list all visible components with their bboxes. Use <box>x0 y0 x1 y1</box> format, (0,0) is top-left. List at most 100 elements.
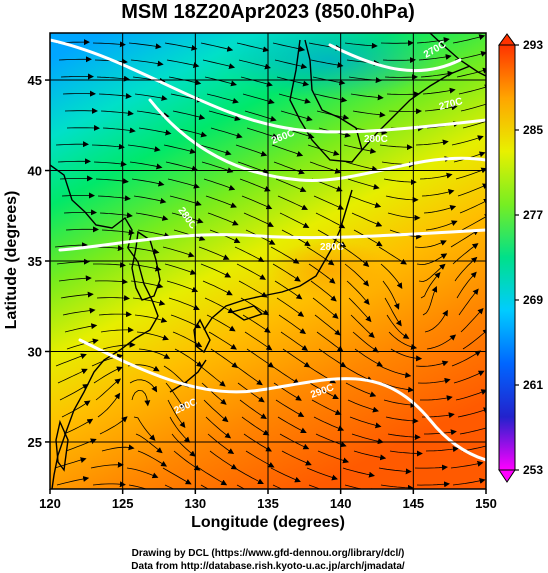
streamline <box>316 331 344 352</box>
streamline <box>65 226 99 233</box>
streamline <box>345 161 378 172</box>
colorbar-tick-label: 293 <box>523 38 543 52</box>
coastline-ryukyu <box>169 359 207 393</box>
streamline <box>348 297 372 323</box>
streamline <box>384 297 402 327</box>
streamline <box>92 481 126 488</box>
streamline <box>344 263 370 287</box>
isotherm-290c <box>78 338 486 462</box>
streamline <box>60 73 94 80</box>
isotherm-280c <box>58 228 486 252</box>
streamline <box>346 280 370 305</box>
streamline <box>162 246 195 258</box>
streamline <box>138 348 171 359</box>
streamline <box>61 192 95 199</box>
streamline <box>271 365 300 385</box>
streamline <box>382 280 400 310</box>
map-title: MSM 18Z20Apr2023 (850.0hPa) <box>121 1 414 23</box>
streamline <box>381 382 415 393</box>
streamline <box>380 484 414 489</box>
streamline <box>102 341 136 350</box>
streamline <box>419 172 453 180</box>
streamline <box>379 144 413 151</box>
streamline <box>166 59 200 68</box>
streamline <box>345 382 377 397</box>
streamline <box>279 212 310 228</box>
coastline-honshu <box>203 189 353 331</box>
streamline <box>246 348 275 368</box>
streamline <box>350 93 384 101</box>
streamline <box>453 370 485 384</box>
x-tick-label: 140 <box>330 496 352 511</box>
streamline <box>204 297 235 314</box>
streamline <box>207 433 235 455</box>
streamline <box>280 331 309 351</box>
streamline <box>388 331 418 350</box>
streamline <box>236 263 266 280</box>
isotherm-270c-north <box>148 98 486 182</box>
streamline <box>100 326 134 333</box>
streamline <box>244 331 273 351</box>
streamline <box>96 295 130 301</box>
streamline <box>349 195 382 208</box>
streamline <box>64 323 98 333</box>
streamline <box>95 378 122 401</box>
streamline <box>274 59 308 70</box>
streamline <box>460 103 486 112</box>
streamline <box>384 74 418 81</box>
streamline <box>308 484 322 489</box>
streamline <box>386 314 410 339</box>
streamline <box>276 76 310 87</box>
streamline <box>379 365 412 379</box>
streamline <box>168 297 200 311</box>
colorbar-tick-label: 277 <box>523 208 543 222</box>
y-axis: 25 30 35 40 45 <box>28 73 50 450</box>
isotherm-label: 280C <box>364 134 388 145</box>
streamline <box>127 144 161 153</box>
streamline <box>136 331 169 341</box>
streamline <box>452 243 479 265</box>
streamline <box>234 246 265 262</box>
x-tick-label: 150 <box>475 496 497 511</box>
streamline <box>210 127 243 139</box>
streamline <box>277 416 307 434</box>
streamline <box>59 383 89 401</box>
streamline <box>414 240 447 248</box>
streamline <box>137 229 171 239</box>
colorbar-top-arrow <box>498 33 516 46</box>
streamline <box>130 59 164 67</box>
streamline <box>342 246 370 267</box>
streamline <box>452 478 486 486</box>
streamline <box>58 56 92 63</box>
streamline <box>236 42 270 53</box>
coastline-korea <box>131 230 161 301</box>
streamline <box>342 467 375 478</box>
streamline <box>100 110 134 117</box>
streamline <box>58 275 92 282</box>
streamline <box>200 42 234 52</box>
streamline <box>420 70 454 78</box>
footer-credit-data: Data from http://database.rish.kyoto-u.a… <box>131 561 405 572</box>
streamline <box>315 212 346 229</box>
y-tick-label: 40 <box>28 164 42 179</box>
streamline <box>271 144 304 157</box>
streamline <box>242 314 271 333</box>
streamline <box>275 178 307 193</box>
streamline <box>102 127 136 134</box>
streamline <box>57 368 88 384</box>
streamline <box>208 331 237 350</box>
streamline <box>416 37 450 44</box>
streamline <box>277 195 308 210</box>
y-tick-label: 25 <box>28 435 42 450</box>
streamline <box>204 76 237 87</box>
streamline <box>94 278 128 285</box>
streamline <box>66 338 99 350</box>
streamline <box>451 350 482 367</box>
streamline <box>99 212 133 219</box>
streamline <box>280 110 313 122</box>
streamline <box>166 280 199 293</box>
streamline <box>60 291 94 299</box>
streamline <box>97 392 121 418</box>
streamline <box>239 178 271 192</box>
